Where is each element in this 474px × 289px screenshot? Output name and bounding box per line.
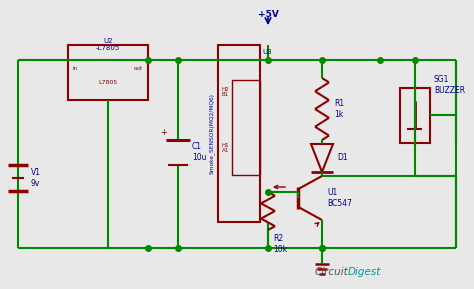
Text: L7805: L7805: [99, 79, 118, 84]
Text: R1
1k: R1 1k: [334, 99, 344, 119]
Text: Círcuit: Círcuit: [314, 267, 348, 277]
Text: SG1
BUZZER: SG1 BUZZER: [434, 75, 465, 95]
Text: out: out: [134, 66, 143, 71]
Text: U1
BC547: U1 BC547: [327, 188, 352, 208]
Text: +5V: +5V: [257, 10, 278, 19]
Bar: [232, 80, 260, 175]
Text: C1
10u: C1 10u: [192, 142, 207, 162]
Text: H2
B1: H2 B1: [222, 87, 229, 97]
Bar: [400, 88, 430, 142]
Text: U3: U3: [262, 49, 272, 55]
Text: Digest: Digest: [348, 267, 382, 277]
Text: H1
A1: H1 A1: [222, 142, 229, 153]
Bar: [68, 45, 148, 100]
Text: Smoke_SENSOR(MQ2/MQ6): Smoke_SENSOR(MQ2/MQ6): [210, 93, 215, 174]
Text: R2
10k: R2 10k: [273, 234, 287, 254]
Text: U2
-L7805: U2 -L7805: [96, 38, 120, 51]
Text: D1: D1: [337, 153, 347, 162]
Text: +: +: [161, 128, 167, 137]
Text: in: in: [73, 66, 78, 71]
Bar: [218, 45, 260, 222]
Text: V1
9v: V1 9v: [31, 168, 41, 188]
